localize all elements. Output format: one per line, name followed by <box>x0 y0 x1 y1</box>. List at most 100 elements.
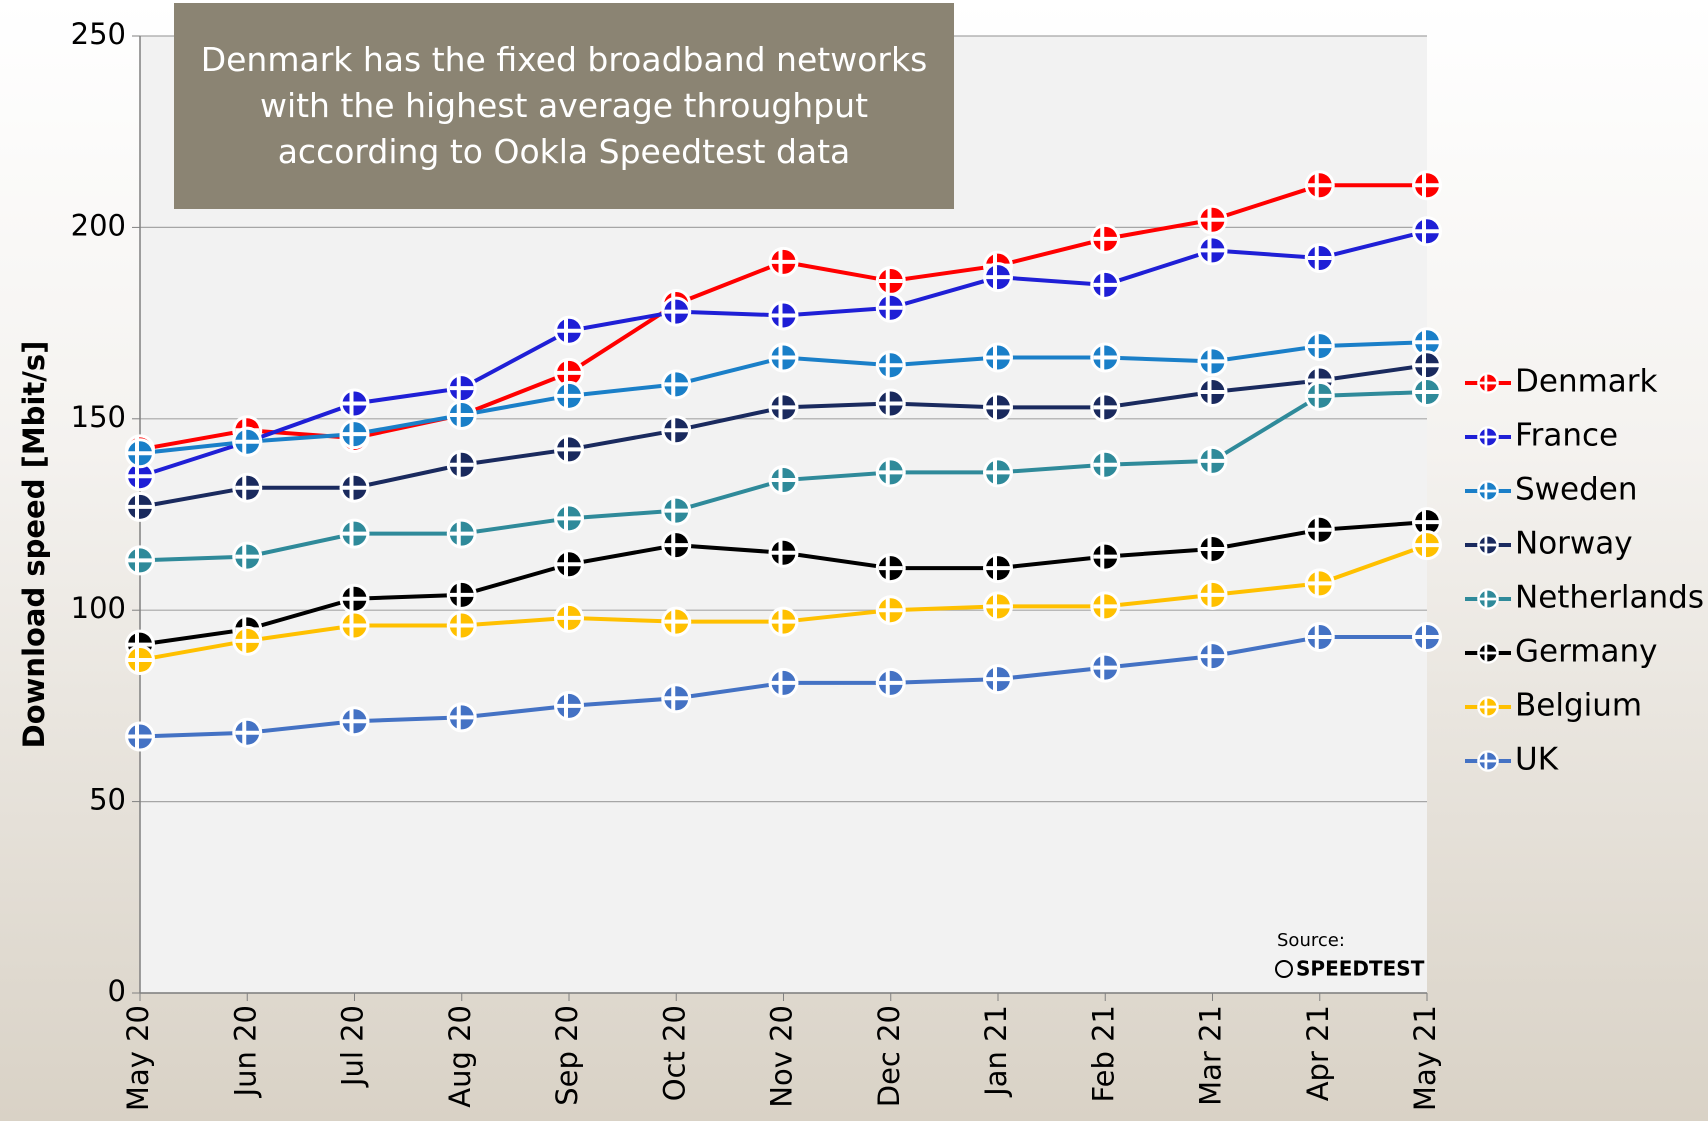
marker <box>1197 445 1228 476</box>
x-tick-label: Jul 20 <box>336 1005 370 1088</box>
annotation: Denmark has the fixed broadband networks… <box>174 3 954 209</box>
marker <box>1477 534 1499 556</box>
marker <box>125 545 155 576</box>
x-tick-label: Aug 20 <box>443 1005 477 1108</box>
marker <box>875 350 906 381</box>
marker <box>232 426 263 457</box>
x-tick-label: Nov 20 <box>765 1005 799 1108</box>
source-name: SPEEDTEST <box>1296 957 1425 981</box>
marker <box>768 465 799 496</box>
marker <box>1412 507 1442 538</box>
marker <box>1090 223 1121 254</box>
marker <box>661 683 692 714</box>
legend-label: Denmark <box>1515 364 1658 400</box>
marker <box>1477 696 1499 718</box>
marker <box>1197 641 1228 672</box>
marker <box>554 380 584 411</box>
marker <box>661 495 692 526</box>
marker <box>232 472 263 503</box>
marker <box>232 717 263 748</box>
legend-label: France <box>1515 418 1618 454</box>
marker <box>125 721 155 752</box>
marker <box>1412 350 1442 381</box>
marker <box>446 518 477 549</box>
legend-label: Germany <box>1515 634 1657 670</box>
marker <box>1197 377 1228 408</box>
marker <box>875 265 906 296</box>
marker <box>554 690 584 721</box>
x-tick-label: Sep 20 <box>550 1005 584 1106</box>
marker <box>768 537 799 568</box>
y-tick-label: 50 <box>89 783 126 817</box>
x-tick-label: May 21 <box>1408 1005 1442 1111</box>
y-tick-label: 100 <box>71 591 126 625</box>
marker <box>232 625 263 656</box>
marker <box>1412 621 1442 652</box>
marker <box>875 595 906 626</box>
y-tick-label: 250 <box>71 17 126 51</box>
marker <box>875 457 906 488</box>
source-label: Source: <box>1277 930 1345 951</box>
marker <box>661 606 692 637</box>
marker <box>339 706 370 737</box>
marker <box>1304 380 1335 411</box>
x-tick-label: Apr 21 <box>1301 1005 1335 1101</box>
marker <box>661 296 692 327</box>
legend-label: UK <box>1515 742 1559 778</box>
marker <box>446 373 477 404</box>
marker <box>983 664 1013 695</box>
y-tick-label: 0 <box>108 974 126 1008</box>
marker <box>339 419 370 450</box>
marker <box>554 503 584 534</box>
x-tick-label: Feb 21 <box>1086 1005 1120 1102</box>
marker <box>1412 377 1442 408</box>
x-tick-label: Jan 21 <box>979 1005 1013 1098</box>
marker <box>983 553 1013 584</box>
marker <box>1090 591 1121 622</box>
x-tick-label: Dec 20 <box>872 1005 906 1107</box>
marker <box>1304 331 1335 362</box>
marker <box>1197 533 1228 564</box>
marker <box>875 388 906 419</box>
marker <box>125 438 155 469</box>
marker <box>983 591 1013 622</box>
marker <box>1090 342 1121 373</box>
x-tick-label: Oct 20 <box>657 1005 691 1101</box>
marker <box>768 342 799 373</box>
legend-label: Belgium <box>1515 688 1642 724</box>
marker <box>983 262 1013 293</box>
marker <box>768 606 799 637</box>
marker <box>1477 426 1499 448</box>
x-tick-label: May 20 <box>121 1005 155 1111</box>
marker <box>875 553 906 584</box>
marker <box>1197 235 1228 266</box>
marker <box>768 246 799 277</box>
legend-label: Netherlands <box>1515 580 1704 616</box>
legend-label: Norway <box>1515 526 1633 562</box>
marker <box>554 602 584 633</box>
marker <box>446 610 477 641</box>
marker <box>125 644 155 675</box>
marker <box>768 667 799 698</box>
marker <box>554 315 584 346</box>
marker <box>1197 346 1228 377</box>
marker <box>1304 621 1335 652</box>
marker <box>232 541 263 572</box>
marker <box>339 472 370 503</box>
y-tick-label: 200 <box>71 208 126 242</box>
marker <box>1090 652 1121 683</box>
marker <box>339 610 370 641</box>
marker <box>1304 170 1335 201</box>
source-icon <box>1275 960 1293 978</box>
marker <box>446 399 477 430</box>
marker <box>1090 449 1121 480</box>
marker <box>661 415 692 446</box>
marker <box>1477 480 1499 502</box>
marker <box>446 449 477 480</box>
marker <box>768 300 799 331</box>
marker <box>1197 579 1228 610</box>
x-tick-label: Mar 21 <box>1194 1005 1228 1106</box>
marker <box>1090 541 1121 572</box>
marker <box>125 491 155 522</box>
